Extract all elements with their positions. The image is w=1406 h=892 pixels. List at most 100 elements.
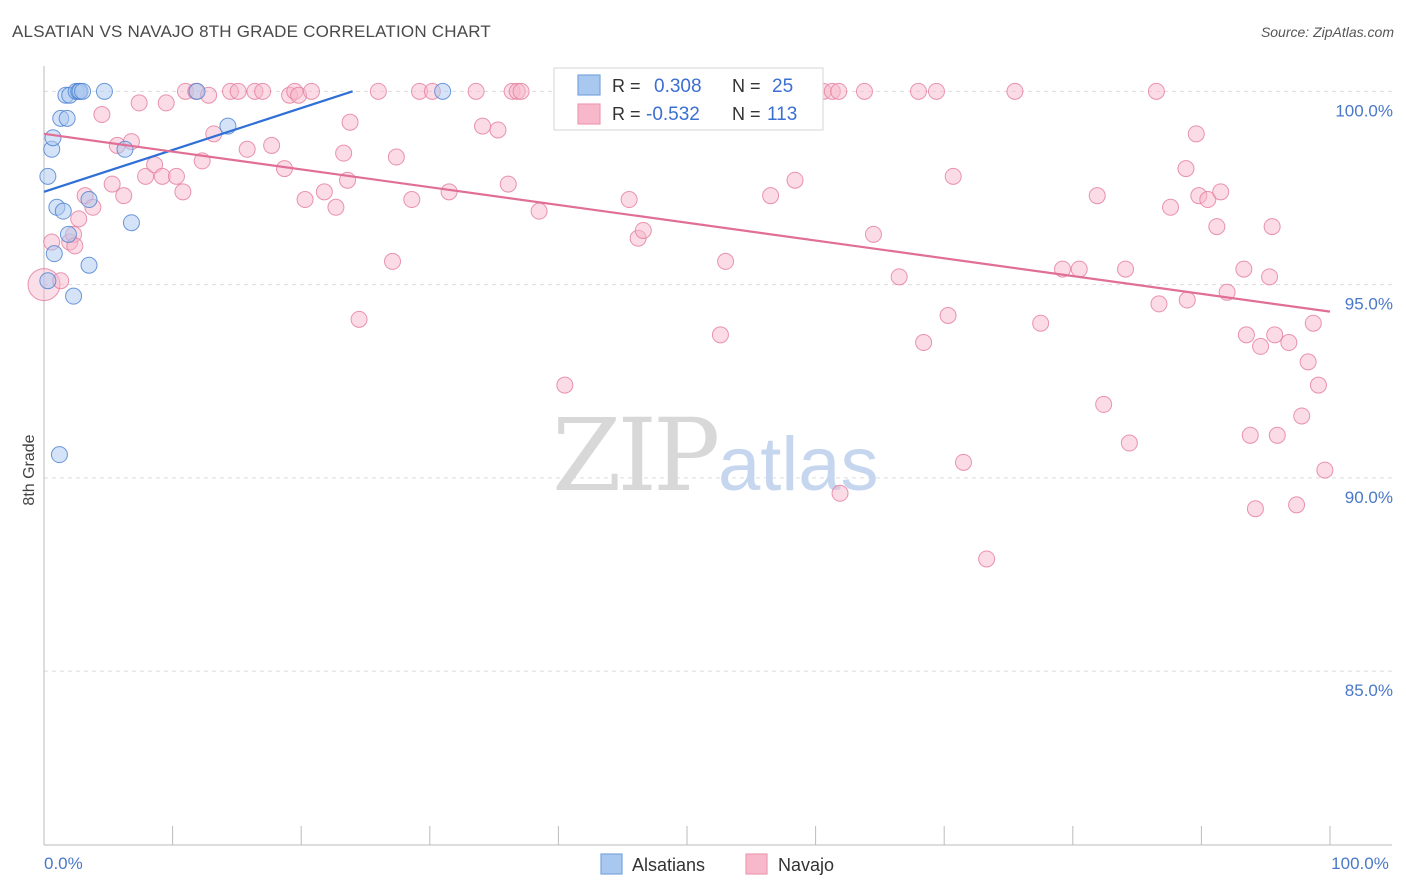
- y-axis-label: 8th Grade: [21, 434, 38, 505]
- point-navajo: [70, 210, 88, 228]
- point-navajo: [1147, 82, 1165, 100]
- point-navajo: [1266, 326, 1284, 344]
- point-navajo: [927, 82, 945, 100]
- point-navajo: [1316, 461, 1334, 479]
- point-alsatians: [74, 82, 92, 100]
- legend: R = 0.308 N = 25 R = -0.532 N = 113: [553, 67, 824, 131]
- point-alsatians: [188, 82, 206, 100]
- trend-lines: [43, 90, 1331, 313]
- point-navajo: [1263, 218, 1281, 236]
- point-navajo: [1070, 260, 1088, 278]
- data-points: [27, 82, 1334, 568]
- point-navajo: [855, 82, 873, 100]
- point-navajo: [1293, 407, 1311, 425]
- bottom-legend: Alsatians Navajo: [600, 853, 834, 875]
- point-alsatians: [39, 272, 57, 290]
- point-navajo: [1187, 125, 1205, 143]
- point-navajo: [1288, 496, 1306, 514]
- trend-line-alsatians: [43, 90, 353, 193]
- point-navajo: [1150, 295, 1168, 313]
- point-alsatians: [50, 446, 68, 464]
- watermark-atlas: atlas: [718, 422, 879, 507]
- point-navajo: [1237, 326, 1255, 344]
- point-navajo: [530, 202, 548, 220]
- legend-swatch-navajo: [577, 103, 601, 125]
- bottom-legend-label-alsatians: Alsatians: [632, 855, 705, 875]
- point-navajo: [93, 106, 111, 124]
- point-navajo: [978, 550, 996, 568]
- legend-n-label-alsatians: N =: [732, 76, 761, 96]
- point-navajo: [167, 167, 185, 185]
- point-navajo: [296, 191, 314, 209]
- point-navajo: [1212, 183, 1230, 201]
- gridlines: [44, 90, 1392, 672]
- source-label: Source: ZipAtlas.com: [1260, 24, 1394, 40]
- point-navajo: [153, 167, 171, 185]
- point-navajo: [890, 268, 908, 286]
- point-navajo: [1178, 291, 1196, 309]
- point-navajo: [1120, 434, 1138, 452]
- point-alsatians: [65, 287, 83, 305]
- point-navajo: [254, 82, 272, 100]
- point-navajo: [1006, 82, 1024, 100]
- point-navajo: [263, 136, 281, 154]
- point-navajo: [830, 82, 848, 100]
- bottom-legend-swatch-navajo: [745, 853, 768, 875]
- legend-r-label-alsatians: R =: [612, 76, 641, 96]
- point-navajo: [831, 484, 849, 502]
- watermark: ZIP atlas: [552, 397, 879, 514]
- point-alsatians: [80, 256, 98, 274]
- point-navajo: [1268, 426, 1286, 444]
- y-tick-label: 90.0%: [1345, 488, 1393, 507]
- point-navajo: [384, 252, 402, 270]
- point-navajo: [229, 82, 247, 100]
- point-navajo: [909, 82, 927, 100]
- point-navajo: [302, 82, 320, 100]
- point-navajo: [1177, 160, 1195, 178]
- point-navajo: [467, 82, 485, 100]
- watermark-zip: ZIP: [552, 397, 717, 514]
- point-navajo: [1280, 334, 1298, 352]
- point-navajo: [403, 191, 421, 209]
- point-navajo: [440, 183, 458, 201]
- point-navajo: [1304, 314, 1322, 332]
- point-navajo: [369, 82, 387, 100]
- point-navajo: [1299, 353, 1317, 371]
- point-navajo: [1235, 260, 1253, 278]
- legend-r-value-navajo: -0.532: [646, 104, 700, 125]
- point-navajo: [335, 144, 353, 162]
- point-alsatians: [434, 82, 452, 100]
- chart-title: ALSATIAN VS NAVAJO 8TH GRADE CORRELATION…: [12, 22, 491, 41]
- point-navajo: [1241, 426, 1259, 444]
- point-alsatians: [58, 109, 76, 127]
- point-navajo: [137, 167, 155, 185]
- point-navajo: [711, 326, 729, 344]
- point-alsatians: [95, 82, 113, 100]
- y-tick-label: 95.0%: [1345, 295, 1393, 314]
- point-navajo: [489, 121, 507, 139]
- point-navajo: [1162, 198, 1180, 216]
- point-navajo: [130, 94, 148, 112]
- point-navajo: [1095, 395, 1113, 413]
- bottom-legend-label-navajo: Navajo: [778, 855, 834, 875]
- legend-n-value-alsatians: 25: [772, 76, 793, 97]
- y-tick-label: 100.0%: [1335, 101, 1393, 120]
- point-navajo: [1246, 500, 1264, 518]
- trend-line-navajo: [43, 132, 1331, 313]
- point-navajo: [915, 334, 933, 352]
- point-navajo: [474, 117, 492, 135]
- point-navajo: [762, 187, 780, 205]
- point-navajo: [1261, 268, 1279, 286]
- point-navajo: [238, 140, 256, 158]
- x-tick-label: 100.0%: [1331, 854, 1389, 873]
- bottom-legend-swatch-alsatians: [600, 853, 623, 875]
- point-navajo: [786, 171, 804, 189]
- point-alsatians: [122, 214, 140, 232]
- point-navajo: [634, 221, 652, 239]
- point-navajo: [1117, 260, 1135, 278]
- point-navajo: [1252, 337, 1270, 355]
- point-navajo: [556, 376, 574, 394]
- legend-n-label-navajo: N =: [732, 104, 761, 124]
- point-navajo: [350, 310, 368, 328]
- point-navajo: [620, 191, 638, 209]
